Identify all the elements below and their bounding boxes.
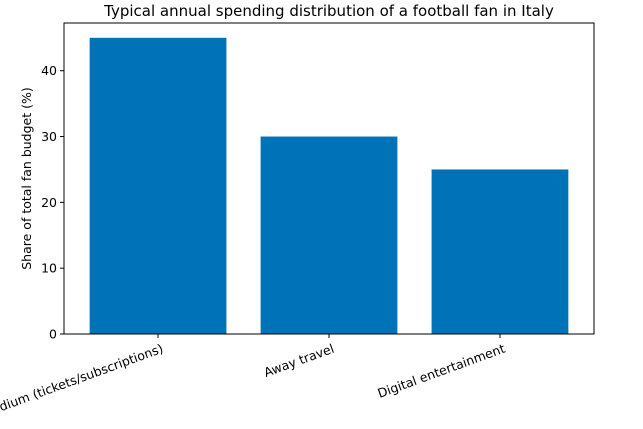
bar-1 bbox=[89, 37, 227, 335]
y-axis-label: Share of total fan budget (%) bbox=[19, 87, 34, 270]
y-axis: 0 10 20 30 40 bbox=[41, 63, 64, 342]
x-axis: Stadium (tickets/subscriptions) Away trav… bbox=[0, 334, 507, 421]
y-tick-label-2: 10 bbox=[41, 261, 57, 276]
y-tick-label-1: 0 bbox=[49, 327, 57, 342]
x-tick-label-3: Digital entertainment bbox=[375, 341, 507, 401]
chart-title: Typical annual spending distribution of … bbox=[103, 2, 554, 20]
x-tick-label-2: Away travel bbox=[262, 341, 336, 380]
bars-group bbox=[89, 37, 569, 335]
x-tick-label-1: Stadium (tickets/subscriptions) bbox=[0, 341, 165, 421]
y-tick-label-5: 40 bbox=[41, 63, 57, 78]
bar-3 bbox=[431, 169, 569, 334]
y-tick-label-3: 20 bbox=[41, 195, 57, 210]
y-tick-label-4: 30 bbox=[41, 129, 57, 144]
bar-2 bbox=[260, 136, 398, 334]
